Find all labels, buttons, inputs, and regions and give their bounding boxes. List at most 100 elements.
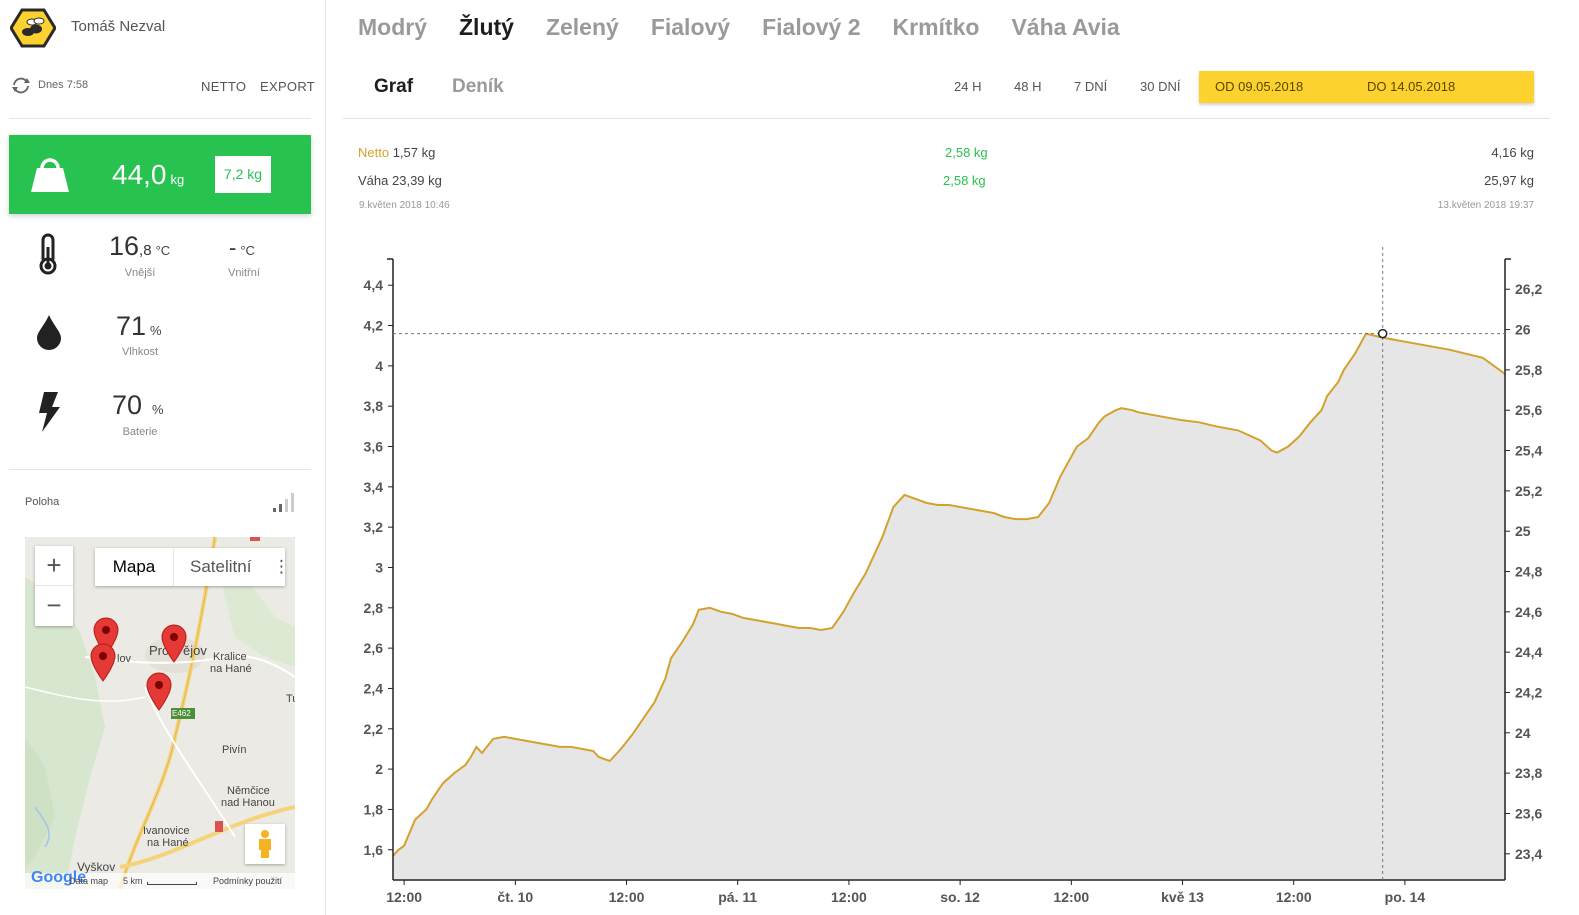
map-label: lov	[117, 653, 132, 665]
tab-fialovy-2[interactable]: Fialový 2	[762, 14, 861, 40]
tab-vaha-avia[interactable]: Váha Avia	[1011, 14, 1120, 40]
y-right-tick-label: 25,8	[1515, 362, 1542, 378]
map-type-control: Mapa Satelitní ⋮	[95, 548, 290, 586]
y-left-tick-label: 3	[375, 559, 383, 575]
y-left-tick-label: 1,6	[364, 842, 384, 858]
map-footer: Google Data map 5 km Podmínky použití	[25, 869, 295, 889]
y-left-tick-label: 3,2	[364, 519, 384, 535]
netto-link[interactable]: NETTO	[201, 79, 247, 94]
tab-zluty[interactable]: Žlutý	[459, 14, 514, 40]
sidebar: Tomáš Nezval Dnes 7:58 NETTO EXPORT 44,0…	[0, 0, 326, 915]
y-right-tick-label: 23,6	[1515, 805, 1542, 821]
y-right-tick-label: 26,2	[1515, 281, 1542, 297]
battery-bolt-icon	[39, 392, 60, 432]
y-left-tick-label: 2,2	[364, 721, 384, 737]
y-left-tick-label: 4	[375, 358, 383, 374]
range-30d-button[interactable]: 30 DNÍ	[1140, 79, 1181, 94]
weight-value: 44,0 kg	[112, 159, 185, 190]
map-label: Ivanovice	[143, 825, 190, 837]
map-type-more-button[interactable]: ⋮	[273, 557, 290, 576]
y-left-tick-label: 4,2	[364, 318, 384, 334]
x-tick-label: 12:00	[1053, 889, 1089, 905]
map-pin-icon[interactable]	[161, 624, 187, 664]
map-label: Kralice	[213, 651, 247, 663]
y-right-tick-label: 24,6	[1515, 604, 1542, 620]
export-link[interactable]: EXPORT	[260, 79, 316, 94]
map-scale-bar	[147, 882, 197, 885]
x-tick-label: 12:00	[1276, 889, 1312, 905]
y-left-tick-label: 3,6	[364, 439, 384, 455]
map-label: ějov	[183, 643, 207, 658]
street-view-button[interactable]	[245, 824, 285, 864]
thermometer-icon	[39, 233, 57, 275]
x-tick-label: kvě 13	[1161, 889, 1204, 905]
pegman-icon	[259, 830, 271, 858]
y-right-tick-label: 24	[1515, 725, 1531, 741]
tab-fialovy[interactable]: Fialový	[650, 14, 731, 40]
map-label: Pivín	[222, 744, 247, 756]
date-to[interactable]: DO 14.05.2018	[1367, 79, 1456, 94]
outer-temperature-label: Vnější	[124, 267, 156, 279]
y-left-tick-label: 2,8	[364, 600, 384, 616]
vaha-start: Váha 23,39 kg	[358, 173, 442, 188]
inner-temperature-label: Vnitřní	[228, 267, 260, 279]
tab-graf[interactable]: Graf	[374, 76, 414, 97]
map-pin-icon[interactable]	[90, 643, 116, 683]
location-label: Poloha	[25, 496, 60, 508]
user-name[interactable]: Tomáš Nezval	[71, 18, 166, 35]
divider	[9, 469, 311, 470]
x-tick-label: po. 14	[1385, 889, 1426, 905]
map-terms-link[interactable]: Podmínky použití	[213, 876, 283, 886]
location-map[interactable]: Kralice na Hané Pivín Němčice nad Hanou …	[25, 537, 295, 889]
map-data-link[interactable]: Data map	[69, 876, 109, 886]
map-pin-icon[interactable]	[146, 672, 172, 712]
divider	[9, 118, 311, 119]
bee-logo-icon[interactable]	[10, 8, 56, 48]
sync-label: Dnes 7:58	[38, 79, 89, 91]
battery-label: Baterie	[122, 426, 158, 438]
inner-temperature: - °C	[229, 235, 255, 260]
map-label: Tu	[286, 693, 295, 705]
zoom-out-button[interactable]: −	[46, 590, 62, 620]
map-label: na Hané	[210, 663, 252, 675]
map-label: Němčice	[227, 785, 270, 797]
y-left-tick-label: 4,4	[364, 277, 384, 293]
y-left-tick-label: 2	[375, 761, 383, 777]
netto-end: 4,16 kg	[1491, 145, 1534, 160]
tab-zeleny[interactable]: Zelený	[545, 14, 619, 40]
y-right-tick-label: 23,4	[1515, 846, 1542, 862]
weight-icon	[31, 158, 69, 192]
tab-denik[interactable]: Deník	[452, 76, 504, 97]
map-type-satellite-button[interactable]: Satelitní	[173, 548, 273, 586]
y-left-tick-label: 2,6	[364, 640, 384, 656]
vaha-difference: 2,58 kg	[943, 173, 986, 188]
weight-card[interactable]: 44,0 kg 7,2 kg	[9, 135, 311, 214]
range-48h-button[interactable]: 48 H	[1014, 79, 1042, 94]
humidity-drop-icon	[37, 315, 61, 350]
battery-value: 70%	[112, 390, 164, 420]
range-7d-button[interactable]: 7 DNÍ	[1074, 79, 1108, 94]
x-tick-label: pá. 11	[718, 889, 757, 905]
weight-delta: 7,2 kg	[215, 156, 271, 193]
crosshair-point[interactable]	[1377, 328, 1388, 339]
y-left-tick-label: 2,4	[364, 680, 384, 696]
date-from[interactable]: OD 09.05.2018	[1215, 79, 1304, 94]
y-right-tick-label: 25	[1515, 523, 1531, 539]
divider	[343, 118, 1550, 119]
tab-krmitko[interactable]: Krmítko	[892, 14, 980, 40]
range-24h-button[interactable]: 24 H	[954, 79, 982, 94]
map-label: Pro	[149, 643, 170, 658]
weight-chart[interactable]: 1,6 1,8 2 2,2 2,4 2,6 2,8 3 3,2 3,4 3,6 3,8 4 4,2 4,4 2…	[357, 229, 1552, 910]
x-tick-label: 12:00	[831, 889, 867, 905]
tab-modry[interactable]: Modrý	[358, 14, 427, 40]
map-label: Vyškov	[77, 860, 116, 874]
x-tick-label: so. 12	[940, 889, 980, 905]
humidity-label: Vlhkost	[121, 346, 159, 358]
y-left-tick-label: 3,4	[364, 479, 384, 495]
hive-tabs: Modrý Žlutý Zelený Fialový Fialový 2 Krm…	[358, 14, 1120, 41]
map-type-map-button[interactable]: Mapa	[112, 557, 156, 576]
y-right-tick-label: 24,4	[1515, 644, 1542, 660]
zoom-in-button[interactable]: +	[35, 546, 73, 586]
y-left-tick-label: 3,8	[364, 398, 384, 414]
sync-status[interactable]: Dnes 7:58	[10, 76, 88, 94]
